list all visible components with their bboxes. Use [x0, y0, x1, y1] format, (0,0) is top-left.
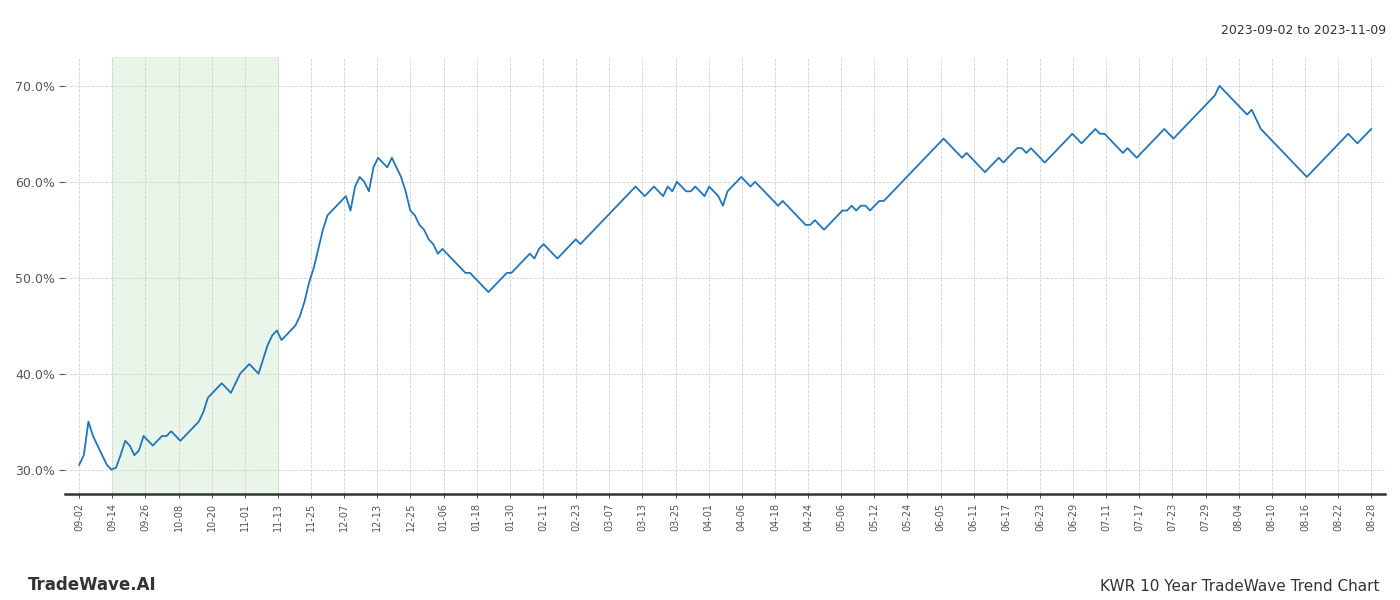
Text: TradeWave.AI: TradeWave.AI — [28, 576, 157, 594]
Text: 2023-09-02 to 2023-11-09: 2023-09-02 to 2023-11-09 — [1221, 24, 1386, 37]
Bar — [112, 57, 279, 494]
Text: KWR 10 Year TradeWave Trend Chart: KWR 10 Year TradeWave Trend Chart — [1099, 579, 1379, 594]
